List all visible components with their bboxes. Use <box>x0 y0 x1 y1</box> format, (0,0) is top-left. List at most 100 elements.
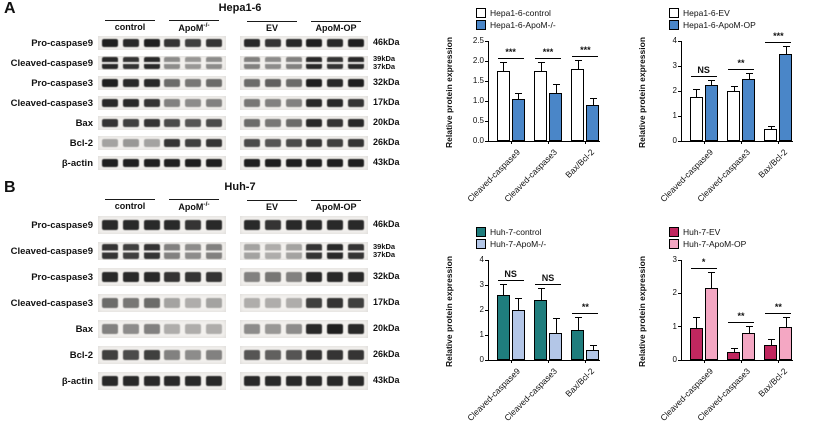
protein-band <box>122 243 139 259</box>
panel-b-title: Huh-7 <box>224 181 256 193</box>
protein-band <box>285 39 302 47</box>
protein-band <box>122 119 139 127</box>
protein-band <box>102 272 118 282</box>
blot-strip <box>240 56 368 70</box>
blot-row: Pro-caspase9 46kDa <box>2 212 436 238</box>
protein-band <box>164 39 181 47</box>
blot-strip <box>98 268 226 286</box>
blot-row: Cleaved-caspase9 39kDa 37kDa <box>2 238 436 264</box>
error-bar <box>503 285 505 295</box>
protein-band <box>143 57 160 69</box>
error-bar <box>711 273 713 289</box>
legend-label: Huh-7-control <box>490 227 542 237</box>
significance-line <box>765 42 792 44</box>
protein-band <box>102 243 118 259</box>
plot: 0 1 2 3 4 NS Cleaved-caspase9 NS Cleaved-caspase… <box>465 255 600 423</box>
protein-band <box>327 272 344 282</box>
protein-band <box>205 220 222 230</box>
protein-band <box>347 220 364 230</box>
y-tick-label: 2.0 <box>472 56 484 65</box>
protein-label: Cleaved-caspase3 <box>10 97 93 109</box>
bar <box>727 91 740 141</box>
protein-band <box>327 99 344 107</box>
blot-row: Pro-caspase9 46kDa <box>2 33 436 53</box>
y-axis-label: Relative protein expression <box>444 255 454 367</box>
protein-band <box>327 57 344 69</box>
protein-band <box>306 272 323 282</box>
protein-band <box>164 119 181 127</box>
kda-label: 39kDa 37kDa <box>373 242 396 259</box>
y-tick <box>678 140 682 142</box>
legend-item: Huh-7-control <box>476 227 629 237</box>
plot-area: Relative protein expression 0 1 2 3 4 NS Cleav… <box>444 255 629 423</box>
error-bar-cap <box>782 46 790 48</box>
kda-label: 26kDa <box>373 137 400 148</box>
group-label: EV <box>240 200 304 212</box>
y-tick <box>678 90 682 92</box>
protein-band <box>185 39 202 47</box>
legend-item: Hepa1-6-EV <box>669 8 822 18</box>
significance-line <box>690 268 717 270</box>
kda-label: 20kDa <box>373 117 400 128</box>
significance-label: ** <box>737 57 745 68</box>
protein-band <box>285 139 302 147</box>
protein-label: Cleaved-caspase9 <box>10 245 93 257</box>
protein-band <box>164 220 181 230</box>
legend-label: Hepa1-6-ApoM-/- <box>490 20 556 30</box>
protein-band <box>264 57 281 69</box>
blot-strip <box>240 156 368 170</box>
protein-band <box>102 57 118 69</box>
protein-band <box>164 159 181 167</box>
protein-band <box>102 159 118 167</box>
protein-band <box>327 139 344 147</box>
protein-band <box>244 57 260 69</box>
group-label-text: ApoM-/- <box>169 20 219 33</box>
kda-label: 43kDa <box>373 375 400 386</box>
panel-a: A Hepa1-6 control ApoM-/- EV ApoM-OP Pro-ca… <box>2 0 436 173</box>
protein-band <box>205 99 222 107</box>
bar <box>764 128 778 141</box>
protein-band <box>327 39 344 47</box>
y-tick-label: 3 <box>672 61 677 70</box>
panel-b-tag: B <box>4 179 16 196</box>
error-bar-cap <box>515 93 523 95</box>
protein-band <box>185 99 202 107</box>
protein-band <box>185 350 202 360</box>
protein-band <box>185 159 202 167</box>
protein-band <box>285 99 302 107</box>
bar <box>586 350 600 360</box>
blot-row: Cleaved-caspase3 17kDa <box>2 290 436 316</box>
blot-strip <box>240 36 368 50</box>
error-bar-cap <box>730 348 738 349</box>
protein-band <box>306 350 323 360</box>
legend-item: Huh-7-ApoM-OP <box>669 239 822 249</box>
bar <box>689 97 703 141</box>
protein-band <box>347 39 364 47</box>
y-tick <box>678 40 682 42</box>
blot-strip <box>98 36 226 50</box>
x-tick <box>741 141 742 144</box>
protein-band <box>164 99 181 107</box>
y-tick-label: 2 <box>479 305 484 314</box>
error-bar-cap <box>693 317 701 319</box>
bar <box>534 300 547 360</box>
significance-label: NS <box>697 65 710 75</box>
error-bar-cap <box>574 316 582 318</box>
protein-band <box>306 376 323 386</box>
kda-label: 43kDa <box>373 157 400 168</box>
protein-band <box>102 119 118 127</box>
group-label-text: EV <box>247 200 297 212</box>
bar <box>704 84 718 141</box>
y-tick <box>678 259 682 261</box>
error-bar-cap <box>500 62 508 63</box>
error-bar <box>503 63 505 71</box>
protein-band <box>347 298 364 308</box>
protein-band <box>244 79 260 87</box>
kda-label: 17kDa <box>373 97 400 108</box>
y-axis-label: Relative protein expression <box>444 36 454 148</box>
protein-band <box>264 99 281 107</box>
blot-strip <box>98 76 226 90</box>
protein-band <box>205 39 222 47</box>
significance-label: * <box>701 257 706 268</box>
protein-band <box>164 298 181 308</box>
